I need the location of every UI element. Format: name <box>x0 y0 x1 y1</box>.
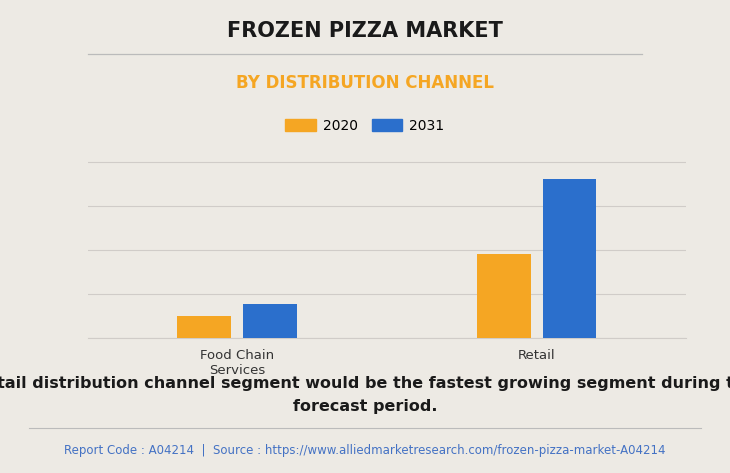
Bar <box>243 304 297 338</box>
Legend: 2020, 2031: 2020, 2031 <box>280 114 450 139</box>
Bar <box>542 179 596 338</box>
Bar <box>477 254 531 338</box>
Text: FROZEN PIZZA MARKET: FROZEN PIZZA MARKET <box>227 21 503 41</box>
Text: BY DISTRIBUTION CHANNEL: BY DISTRIBUTION CHANNEL <box>236 74 494 92</box>
Text: Retail distribution channel segment would be the fastest growing segment during : Retail distribution channel segment woul… <box>0 376 730 414</box>
Bar <box>177 316 231 338</box>
Text: Report Code : A04214  |  Source : https://www.alliedmarketresearch.com/frozen-pi: Report Code : A04214 | Source : https://… <box>64 444 666 457</box>
